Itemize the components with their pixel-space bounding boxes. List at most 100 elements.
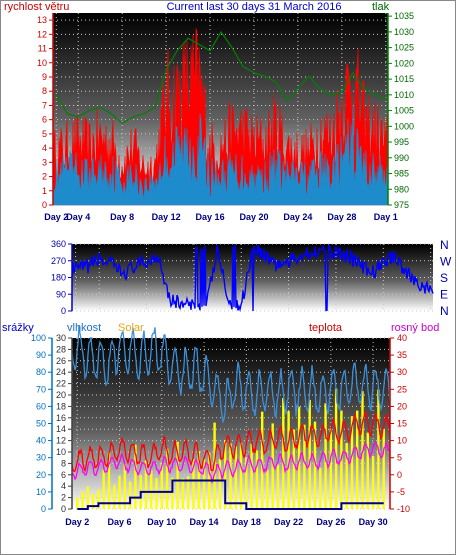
solar-bar <box>97 489 100 509</box>
temperature-line <box>71 410 391 473</box>
solar-tick-label: 22 <box>56 379 66 389</box>
temp-tick-label: -10 <box>397 504 410 514</box>
wind-avg-area <box>52 105 389 206</box>
solar-bar <box>239 442 243 509</box>
x-tick-label: Day 8 <box>110 212 134 222</box>
pressure-series <box>55 30 386 124</box>
rain-tick-label: 100 <box>31 333 46 343</box>
temperature-series <box>71 410 391 473</box>
rain-tick-label: 70 <box>36 384 46 394</box>
right-tick-label: 985 <box>394 169 409 179</box>
rain-tick-label: 40 <box>36 436 46 446</box>
solar-tick-label: 18 <box>56 401 66 411</box>
solar-bar <box>224 439 227 509</box>
solar-bar <box>282 398 285 509</box>
solar-tick-label: 20 <box>56 390 66 400</box>
solar-bar <box>287 411 290 509</box>
direction-axes: 0 90 180 270 360 <box>51 239 73 316</box>
right-tick-label: 1005 <box>394 106 414 116</box>
solar-bar <box>356 410 359 509</box>
x-tick-label: Day 6 <box>108 517 132 527</box>
temp-tick-label: 35 <box>397 350 407 360</box>
solar-bar <box>297 406 301 509</box>
rain-tick-label: 30 <box>36 453 46 463</box>
solar-tick-label: 6 <box>61 470 66 480</box>
left-tick-label: 6 <box>42 115 47 125</box>
right-tick-label: 1030 <box>394 27 414 37</box>
humidity-line <box>71 325 391 423</box>
solar-bar <box>366 432 369 509</box>
solar-bar <box>144 460 148 509</box>
rain-tick-label: 60 <box>36 401 46 411</box>
wind-gust-series <box>52 28 389 206</box>
rain-series <box>77 479 384 510</box>
temp-tick-label: -5 <box>397 487 405 497</box>
solar-bar <box>91 493 95 509</box>
rain-tick-label: 10 <box>36 487 46 497</box>
wind-pressure-chart: 0123456789101112139759809859909951000100… <box>4 1 414 222</box>
solar-bar <box>334 388 338 509</box>
solar-tick-label: 4 <box>61 481 66 491</box>
solar-bar <box>218 458 222 509</box>
right-tick-label: 990 <box>394 153 409 163</box>
right-tick-label: 1020 <box>394 58 414 68</box>
left-tick-label: 12 <box>37 29 47 39</box>
temp-axes: 0102030405060708090100024681012141618202… <box>31 333 410 527</box>
left-tick-label: 7 <box>42 100 47 110</box>
solar-bar <box>245 457 248 509</box>
left-tick-label: 1 <box>42 186 47 196</box>
solar-bar <box>308 399 311 509</box>
solar-bar <box>292 429 296 509</box>
dew-point-line <box>71 440 391 484</box>
left-tick-label: 2 <box>42 172 47 182</box>
right-tick-label: 1010 <box>394 90 414 100</box>
rain-tick-label: 80 <box>36 367 46 377</box>
dew-point-series <box>71 440 391 484</box>
solar-bar <box>371 456 375 509</box>
right-tick-label: 1015 <box>394 74 414 84</box>
compass-label: W <box>440 255 452 269</box>
left-tick-label: 0 <box>42 200 47 210</box>
solar-bar <box>128 481 132 509</box>
solar-bar <box>171 477 174 509</box>
solar-bar <box>202 459 206 509</box>
temp-tick-label: 10 <box>397 436 407 446</box>
temp-tick-label: 25 <box>397 384 407 394</box>
x-tick-label: Day 16 <box>196 212 225 222</box>
direction-tick-label: 270 <box>51 256 66 266</box>
rain-tick-label: 50 <box>36 419 46 429</box>
left-tick-label: 4 <box>42 143 47 153</box>
left-tick-label: 3 <box>42 157 47 167</box>
left-tick-label: 8 <box>42 86 47 96</box>
rain-line <box>77 479 384 510</box>
x-tick-label: Day 30 <box>359 517 388 527</box>
wind-axes: 0123456789101112139759809859909951000100… <box>37 11 414 222</box>
x-tick-label: Day 4 <box>66 212 90 222</box>
temp-tick-label: 40 <box>397 333 407 343</box>
humidity-series <box>71 325 391 423</box>
solar-bar <box>123 463 126 509</box>
direction-tick-label: 90 <box>56 289 66 299</box>
solar-bar <box>192 459 195 509</box>
x-tick-label: Day 1 <box>374 212 398 222</box>
solar-tick-label: 10 <box>56 447 66 457</box>
solar-bar <box>107 452 111 509</box>
solar-label: Solar <box>118 322 144 334</box>
solar-tick-label: 0 <box>61 504 66 514</box>
x-tick-label: Day 14 <box>190 517 219 527</box>
x-tick-label: Day 12 <box>152 212 181 222</box>
rain-tick-label: 0 <box>41 504 46 514</box>
temp-tick-label: 0 <box>397 470 402 480</box>
solar-tick-label: 2 <box>61 493 66 503</box>
solar-tick-label: 14 <box>56 424 66 434</box>
wind-gust-area <box>52 28 389 206</box>
direction-series <box>71 243 434 313</box>
solar-bar <box>187 476 190 509</box>
solar-bar <box>261 411 264 509</box>
compass-label: N <box>440 304 449 318</box>
solar-bar <box>382 429 385 509</box>
solar-bar <box>155 477 158 509</box>
wind-label: rychlost větru <box>4 1 69 13</box>
compass-label: S <box>440 271 448 285</box>
